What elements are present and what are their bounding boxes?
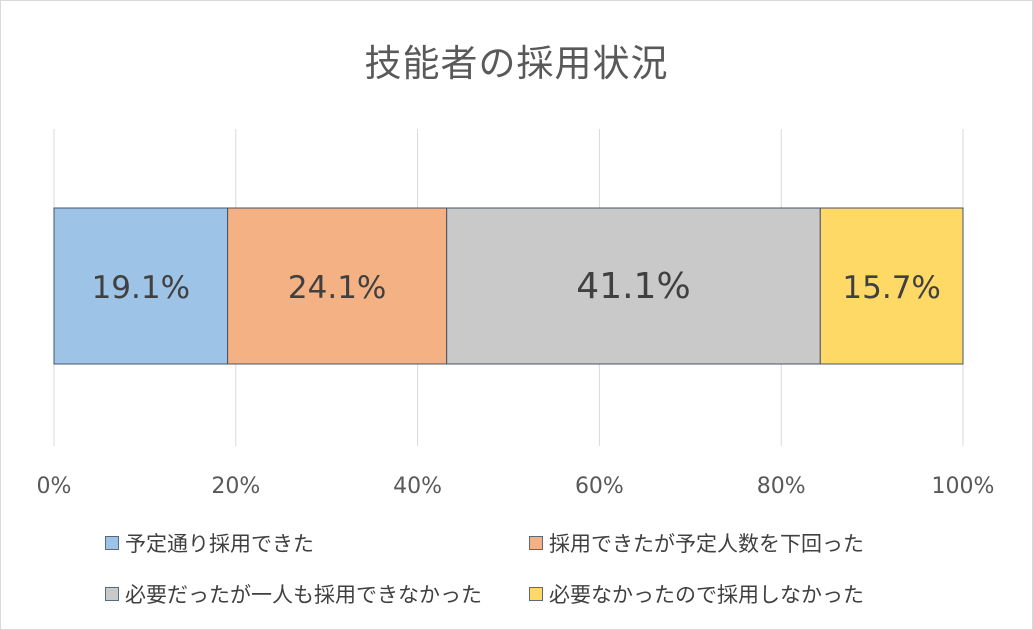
legend-item-3: 必要だったが一人も採用できなかった <box>105 579 482 609</box>
x-tick-label: 0% <box>37 474 72 499</box>
x-tick-label: 20% <box>211 474 260 499</box>
legend-label-1: 予定通り採用できた <box>125 532 314 556</box>
x-tick-label: 80% <box>757 474 806 499</box>
legend-label-3: 必要だったが一人も採用できなかった <box>125 583 482 607</box>
data-label-4: 15.7% <box>842 270 940 306</box>
data-label-3: 41.1% <box>576 266 690 307</box>
data-label-1: 19.1% <box>92 270 190 306</box>
x-tick-label: 100% <box>932 474 995 499</box>
legend-swatch-2 <box>529 536 543 550</box>
legend-label-4: 必要なかったので採用しなかった <box>549 583 864 607</box>
legend-item-1: 予定通り採用できた <box>105 528 314 558</box>
legend-item-2: 採用できたが予定人数を下回った <box>529 528 864 558</box>
bar-segment-3 <box>446 207 821 365</box>
chart-title: 技能者の採用状況 <box>364 42 669 85</box>
data-label-2: 24.1% <box>288 270 386 306</box>
x-tick-label: 60% <box>575 474 624 499</box>
legend-swatch-1 <box>105 536 119 550</box>
legend-label-2: 採用できたが予定人数を下回った <box>549 532 864 556</box>
legend-swatch-3 <box>105 587 119 601</box>
x-tick-label: 40% <box>393 474 442 499</box>
bar-segment-4 <box>819 207 964 365</box>
legend-swatch-4 <box>529 587 543 601</box>
legend-item-4: 必要なかったので採用しなかった <box>529 579 864 609</box>
